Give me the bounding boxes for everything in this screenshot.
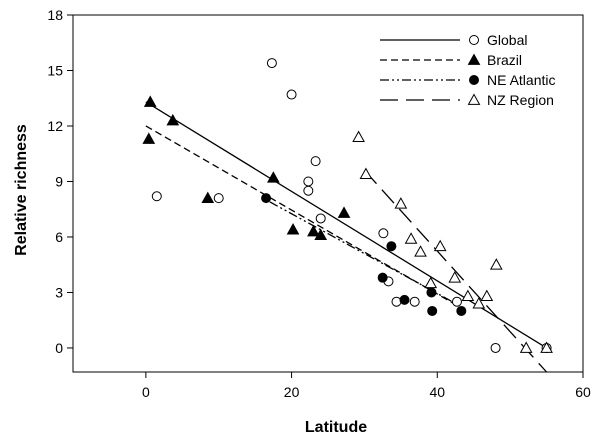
legend-marker-ne-atlantic bbox=[469, 75, 479, 85]
point-global bbox=[451, 296, 462, 307]
legend-marker-brazil bbox=[467, 53, 481, 65]
plot-frame bbox=[72, 14, 584, 373]
point-nz-region bbox=[540, 341, 553, 353]
x-tick-label: 20 bbox=[284, 384, 300, 400]
point-brazil bbox=[267, 171, 280, 183]
point-brazil bbox=[337, 206, 351, 218]
point-nz-region bbox=[472, 297, 486, 309]
legend-label-nz-region: NZ Region bbox=[487, 92, 554, 108]
point-nz-region bbox=[519, 341, 533, 353]
legend-marker-nz-region bbox=[467, 93, 481, 105]
point-ne-atlantic bbox=[427, 305, 438, 316]
point-global bbox=[303, 185, 314, 196]
point-global bbox=[490, 342, 501, 353]
point-ne-atlantic bbox=[426, 287, 437, 298]
point-nz-region bbox=[404, 232, 418, 244]
x-tick-label: 40 bbox=[429, 384, 445, 400]
x-tick-label: 0 bbox=[142, 384, 150, 400]
point-global bbox=[286, 89, 297, 100]
point-nz-region bbox=[424, 276, 438, 289]
y-tick-label: 0 bbox=[55, 340, 63, 356]
axis-ticks: 0 20 40 60 0 3 6 9 12 15 18 bbox=[47, 7, 591, 400]
point-ne-atlantic bbox=[456, 305, 467, 316]
point-brazil bbox=[286, 223, 300, 235]
point-global bbox=[151, 191, 162, 202]
plot-border bbox=[72, 14, 584, 373]
x-axis-label: Latitude bbox=[305, 419, 367, 436]
y-tick-label: 9 bbox=[55, 173, 63, 189]
point-nz-region bbox=[461, 289, 475, 302]
y-tick-label: 12 bbox=[47, 118, 63, 134]
point-nz-region bbox=[359, 167, 373, 179]
point-nz-region bbox=[352, 130, 365, 142]
y-tick-label: 3 bbox=[55, 284, 63, 300]
point-ne-atlantic bbox=[377, 272, 388, 283]
point-brazil bbox=[143, 95, 157, 107]
fit-line-ne-atlantic bbox=[269, 201, 460, 306]
point-ne-atlantic bbox=[386, 241, 397, 252]
point-global bbox=[315, 213, 326, 224]
point-global bbox=[378, 228, 389, 239]
point-nz-region bbox=[394, 197, 408, 209]
legend: Global Brazil NE Atlantic NZ Region bbox=[380, 32, 555, 108]
legend-label-global: Global bbox=[487, 32, 527, 48]
point-global bbox=[310, 156, 321, 167]
point-global bbox=[213, 193, 224, 204]
point-brazil bbox=[166, 113, 180, 126]
point-global bbox=[266, 58, 277, 69]
point-global bbox=[409, 296, 420, 307]
point-brazil bbox=[307, 224, 320, 237]
point-brazil bbox=[142, 132, 156, 144]
point-global bbox=[391, 296, 402, 307]
y-axis-label: Relative richness bbox=[13, 124, 30, 256]
data-points bbox=[142, 58, 553, 353]
point-nz-region bbox=[480, 289, 494, 302]
point-nz-region bbox=[448, 271, 462, 283]
point-nz-region bbox=[414, 245, 427, 257]
point-nz-region bbox=[489, 258, 503, 270]
point-nz-region bbox=[433, 239, 447, 252]
fit-line-nz-region bbox=[363, 169, 548, 373]
y-tick-label: 6 bbox=[55, 229, 63, 245]
y-tick-label: 15 bbox=[47, 62, 63, 78]
x-tick-label: 60 bbox=[575, 384, 591, 400]
legend-label-ne-atlantic: NE Atlantic bbox=[487, 72, 555, 88]
y-tick-label: 18 bbox=[47, 7, 63, 23]
point-global bbox=[303, 176, 314, 187]
legend-label-brazil: Brazil bbox=[487, 52, 522, 68]
point-ne-atlantic bbox=[261, 193, 272, 204]
point-brazil bbox=[201, 191, 215, 204]
point-brazil bbox=[314, 228, 328, 241]
legend-marker-global bbox=[469, 35, 479, 45]
point-ne-atlantic bbox=[399, 294, 410, 305]
